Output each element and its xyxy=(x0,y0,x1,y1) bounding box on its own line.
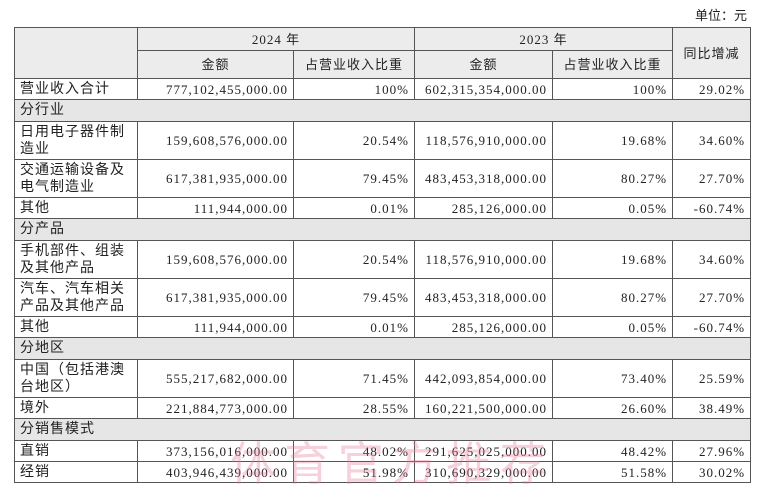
section-cell: 分产品 xyxy=(13,218,752,241)
value-cell: 617,381,935,000.00 xyxy=(137,278,294,317)
value-cell: 80.27% xyxy=(552,159,674,198)
value-cell: -60.74% xyxy=(672,197,752,219)
row-label: 交通运输设备及电气制造业 xyxy=(14,159,138,198)
value-cell: 34.60% xyxy=(672,240,752,279)
table-row: 直销 373,156,016,000.00 48.02% 291,625,025,00… xyxy=(14,440,752,462)
year-header: 2024 年 xyxy=(136,27,416,51)
value-cell: -60.74% xyxy=(672,316,752,338)
value-cell: 100% xyxy=(552,78,674,100)
value-cell: 118,576,910,000.00 xyxy=(414,240,554,279)
value-cell: 111,944,000.00 xyxy=(137,316,294,338)
value-cell: 28.55% xyxy=(292,397,416,419)
table-row: 手机部件、组装及其他产品 159,608,576,000.00 20.54% 118,… xyxy=(14,240,752,279)
value-cell: 26.60% xyxy=(552,397,674,419)
value-cell: 34.60% xyxy=(672,121,752,160)
value-cell: 79.45% xyxy=(292,159,416,198)
value-cell: 27.70% xyxy=(672,159,752,198)
value-cell: 51.98% xyxy=(292,461,416,483)
value-cell: 0.05% xyxy=(552,316,674,338)
corner-cell xyxy=(14,27,138,79)
value-cell: 100% xyxy=(292,78,416,100)
value-cell: 111,944,000.00 xyxy=(137,197,294,219)
value-cell: 20.54% xyxy=(292,240,416,279)
value-cell: 118,576,910,000.00 xyxy=(414,121,554,160)
value-cell: 310,690,329,000.00 xyxy=(414,461,554,483)
row-label: 经销 xyxy=(14,461,138,483)
value-cell: 30.02% xyxy=(672,461,752,483)
value-cell: 20.54% xyxy=(292,121,416,160)
value-cell: 373,156,016,000.00 xyxy=(137,440,294,462)
table-row: 分产品 xyxy=(13,218,752,241)
col-header: 金额 xyxy=(414,50,554,79)
value-cell: 285,126,000.00 xyxy=(414,316,554,338)
value-cell: 617,381,935,000.00 xyxy=(137,159,294,198)
value-cell: 221,884,773,000.00 xyxy=(137,397,294,419)
value-cell: 483,453,318,000.00 xyxy=(414,278,554,317)
value-cell: 403,946,439,000.00 xyxy=(137,461,294,483)
value-cell: 19.68% xyxy=(552,121,674,160)
table-row: 汽车、汽车相关产品及其他产品 617,381,935,000.00 79.45% 48… xyxy=(14,278,752,317)
value-cell: 602,315,354,000.00 xyxy=(414,78,554,100)
value-cell: 442,093,854,000.00 xyxy=(414,359,554,398)
value-cell: 291,625,025,000.00 xyxy=(414,440,554,462)
table-row: 日用电子器件制造业 159,608,576,000.00 20.54% 118,576… xyxy=(14,121,752,160)
col-header: 占营业收入比重 xyxy=(552,50,674,79)
value-cell: 159,608,576,000.00 xyxy=(137,240,294,279)
table-row: 其他 111,944,000.00 0.01% 285,126,000.00 0.05%… xyxy=(14,197,752,219)
value-cell: 285,126,000.00 xyxy=(414,197,554,219)
value-cell: 555,217,682,000.00 xyxy=(137,359,294,398)
value-cell: 79.45% xyxy=(292,278,416,317)
row-label: 直销 xyxy=(14,440,138,462)
section-cell: 分行业 xyxy=(13,99,752,122)
value-cell: 38.49% xyxy=(672,397,752,419)
table-row: 中国（包括港澳台地区） 555,217,682,000.00 71.45% 442,0… xyxy=(14,359,752,398)
value-cell: 0.05% xyxy=(552,197,674,219)
value-cell: 48.42% xyxy=(552,440,674,462)
year-header: 2023 年 xyxy=(414,27,674,51)
value-cell: 73.40% xyxy=(552,359,674,398)
row-label: 汽车、汽车相关产品及其他产品 xyxy=(14,278,138,317)
section-cell: 分销售模式 xyxy=(13,418,752,441)
row-label: 境外 xyxy=(14,397,138,419)
table-row: 交通运输设备及电气制造业 617,381,935,000.00 79.45% 483,… xyxy=(14,159,752,198)
section-cell: 分地区 xyxy=(13,337,752,360)
value-cell: 159,608,576,000.00 xyxy=(137,121,294,160)
row-label: 营业收入合计 xyxy=(14,78,138,100)
value-cell: 51.58% xyxy=(552,461,674,483)
revenue-table: 2024 年 2023 年 同比增减 金额 占营业收入比重 金额 占营业收入比重… xyxy=(13,27,752,483)
row-label: 其他 xyxy=(14,316,138,338)
value-cell: 19.68% xyxy=(552,240,674,279)
col-header: 占营业收入比重 xyxy=(292,50,416,79)
table-row: 分销售模式 xyxy=(13,418,752,441)
table-row: 营业收入合计 777,102,455,000.00 100% 602,315,354,… xyxy=(14,78,752,100)
value-cell: 483,453,318,000.00 xyxy=(414,159,554,198)
table-row: 境外 221,884,773,000.00 28.55% 160,221,500,00… xyxy=(14,397,752,419)
value-cell: 777,102,455,000.00 xyxy=(137,78,294,100)
value-cell: 27.96% xyxy=(672,440,752,462)
row-label: 手机部件、组装及其他产品 xyxy=(14,240,138,279)
unit-label: 单位：元 xyxy=(694,8,747,23)
value-cell: 80.27% xyxy=(552,278,674,317)
value-cell: 71.45% xyxy=(292,359,416,398)
table-row: 分行业 xyxy=(13,99,752,122)
yoy-header: 同比增减 xyxy=(672,27,752,79)
value-cell: 27.70% xyxy=(672,278,752,317)
value-cell: 29.02% xyxy=(672,78,752,100)
value-cell: 0.01% xyxy=(292,197,416,219)
value-cell: 0.01% xyxy=(292,316,416,338)
table-row: 经销 403,946,439,000.00 51.98% 310,690,329,00… xyxy=(14,461,752,483)
row-label: 日用电子器件制造业 xyxy=(14,121,138,160)
row-label: 其他 xyxy=(14,197,138,219)
value-cell: 48.02% xyxy=(292,440,416,462)
col-header: 金额 xyxy=(137,50,294,79)
row-label: 中国（包括港澳台地区） xyxy=(14,359,138,398)
table-row: 其他 111,944,000.00 0.01% 285,126,000.00 0.05%… xyxy=(14,316,752,338)
value-cell: 25.59% xyxy=(672,359,752,398)
value-cell: 160,221,500,000.00 xyxy=(414,397,554,419)
table-row: 分地区 xyxy=(13,337,752,360)
